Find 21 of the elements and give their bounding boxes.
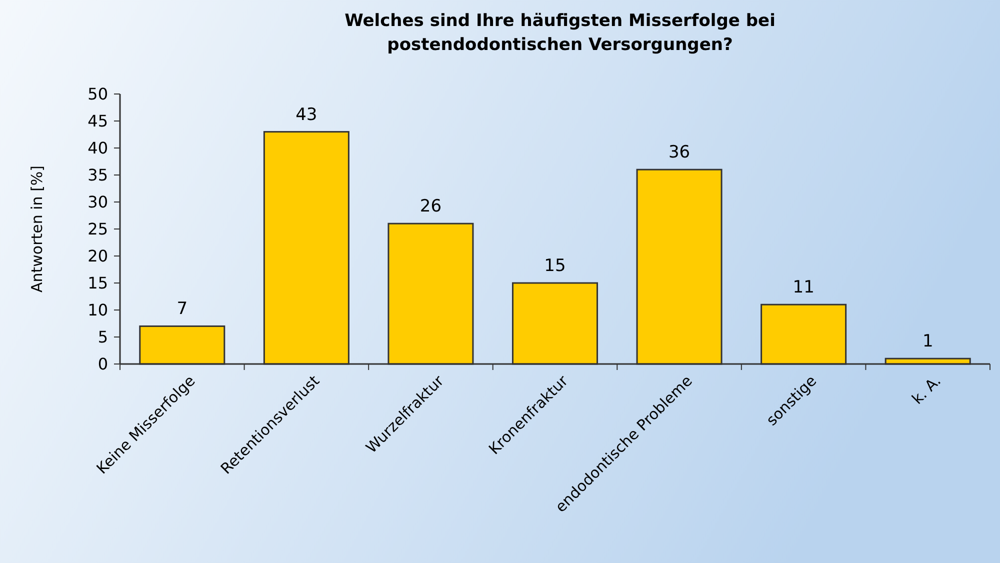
y-tick-label: 35 bbox=[88, 166, 108, 185]
x-tick-label: k. A. bbox=[908, 372, 944, 408]
y-tick-label: 45 bbox=[88, 112, 108, 131]
y-axis-title: Antworten in [%] bbox=[28, 165, 46, 293]
y-tick-label: 15 bbox=[88, 274, 108, 293]
y-tick-label: 20 bbox=[88, 246, 108, 266]
data-label: 7 bbox=[176, 299, 188, 320]
y-tick-label: 50 bbox=[88, 84, 108, 104]
y-tick-label: 10 bbox=[88, 300, 108, 320]
data-label: 15 bbox=[544, 256, 566, 276]
y-tick-label: 0 bbox=[98, 354, 108, 374]
data-label: 11 bbox=[792, 278, 814, 298]
data-label: 26 bbox=[420, 196, 442, 217]
data-label: 1 bbox=[922, 332, 934, 352]
y-tick-label: 25 bbox=[88, 220, 108, 239]
data-label: 43 bbox=[296, 104, 318, 125]
y-tick-label: 5 bbox=[98, 328, 108, 347]
chart-title: Welches sind Ihre häufigsten Misserfolge bei postendodontischen Versorgungen? bbox=[344, 11, 776, 55]
y-tick-label: 40 bbox=[88, 138, 108, 158]
data-label: 36 bbox=[668, 142, 690, 163]
y-tick-label: 30 bbox=[88, 192, 108, 212]
